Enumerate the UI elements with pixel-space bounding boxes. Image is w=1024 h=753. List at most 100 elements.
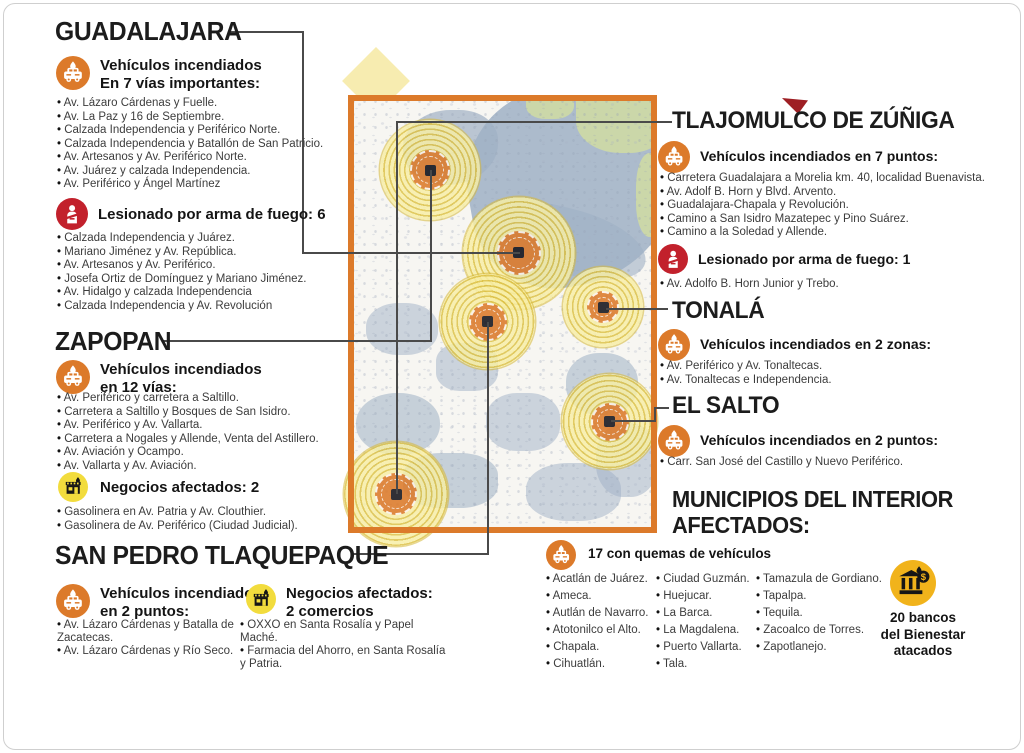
tlajomulco-shootings-list: Av. Adolfo B. Horn Junior y Trebo. bbox=[660, 278, 960, 292]
list-item: Carretera Guadalajara a Morelia km. 40, … bbox=[660, 172, 1010, 185]
list-item: Av. Lázaro Cárdenas y Batalla de Zacatec… bbox=[57, 619, 235, 645]
list-item: Calzada Independencia y Periférico Norte… bbox=[57, 124, 352, 137]
heading-line: AFECTADOS: bbox=[672, 512, 810, 538]
list-item: Gasolinera de Av. Periférico (Ciudad Jud… bbox=[57, 520, 352, 533]
caption-line: del Bienestar bbox=[880, 626, 966, 642]
heading-line: 2 comercios bbox=[286, 603, 374, 620]
list-item: Av. Lázaro Cárdenas y Río Seco. bbox=[57, 645, 235, 658]
list-item: Tequila. bbox=[756, 605, 896, 621]
list-item: Ciudad Guzmán. bbox=[656, 571, 760, 587]
car-fire-icon bbox=[546, 540, 576, 570]
list-item: Chapala. bbox=[546, 639, 658, 655]
banks-caption: 20 bancos del Bienestar atacados bbox=[853, 610, 993, 660]
leader-line-tlajomulco bbox=[397, 121, 672, 123]
guadalajara-vehicles-list: Av. Lázaro Cárdenas y Fuelle. Av. La Paz… bbox=[57, 97, 352, 192]
list-item: Zapotlanejo. bbox=[756, 639, 896, 655]
leader-line-zapopan bbox=[162, 340, 432, 342]
tlajomulco-shootings-heading: Lesionado por arma de fuego: 1 bbox=[698, 251, 911, 267]
list-item: Av. Aviación y Ocampo. bbox=[57, 446, 352, 459]
leader-line-tlajomulco bbox=[396, 121, 398, 494]
heading-line: Negocios afectados: bbox=[286, 585, 433, 602]
heading-line: Vehículos incendiados bbox=[100, 361, 262, 378]
list-item: Carretera a Saltillo y Bosques de San Is… bbox=[57, 406, 352, 419]
leader-line-tlaquepaque bbox=[352, 553, 489, 555]
leader-line-el-salto bbox=[655, 407, 669, 409]
list-item: Av. La Paz y 16 de Septiembre. bbox=[57, 111, 352, 124]
tlaquepaque-vehicles-heading: Vehículos incendiados en 2 puntos: bbox=[100, 585, 262, 621]
el-salto-vehicles-heading: Vehículos incendiados en 2 puntos: bbox=[700, 432, 939, 448]
list-item: Calzada Independencia y Juárez. bbox=[57, 232, 352, 245]
zapopan-businesses-heading: Negocios afectados: 2 bbox=[100, 479, 260, 496]
car-fire-icon bbox=[658, 141, 690, 173]
section-title-tonala: TONALÁ bbox=[672, 297, 765, 324]
list-item: Ameca. bbox=[546, 588, 658, 604]
list-item: Calzada Independencia y Av. Revolución bbox=[57, 300, 352, 313]
leader-line-el-salto bbox=[611, 420, 656, 422]
list-item: Av. Lázaro Cárdenas y Fuelle. bbox=[57, 97, 352, 110]
leader-line-el-salto bbox=[654, 407, 656, 422]
bank-fire-icon bbox=[890, 560, 936, 606]
interior-heading: 17 con quemas de vehículos bbox=[588, 546, 772, 561]
blast-core bbox=[482, 316, 493, 327]
list-item: Av. Juárez y calzada Independencia. bbox=[57, 165, 352, 178]
car-fire-icon bbox=[56, 56, 90, 90]
list-item: Calzada Independencia y Batallón de San … bbox=[57, 138, 352, 151]
guadalajara-vehicles-heading: Vehículos incendiados En 7 vías importan… bbox=[100, 57, 262, 93]
list-item: OXXO en Santa Rosalía y Papel Maché. bbox=[240, 619, 452, 645]
zapopan-vehicles-list: Av. Periférico y carretera a Saltillo. C… bbox=[57, 392, 352, 473]
blast-ring bbox=[587, 291, 619, 323]
map-green-area bbox=[576, 95, 657, 153]
map-urban-area bbox=[366, 303, 438, 355]
list-item: Cihuatlán. bbox=[546, 656, 658, 672]
card-border bbox=[3, 3, 1021, 750]
interior-col3: Tamazula de Gordiano. Tapalpa. Tequila. … bbox=[756, 571, 896, 656]
list-item: Av. Adolf B. Horn y Blvd. Arvento. bbox=[660, 186, 1010, 199]
car-fire-icon bbox=[56, 360, 90, 394]
heading-line: En 7 vías importantes: bbox=[100, 75, 261, 92]
list-item: Atotonilco el Alto. bbox=[546, 622, 658, 638]
heading-line: MUNICIPIOS DEL INTERIOR bbox=[672, 486, 954, 512]
tlajomulco-vehicles-list: Carretera Guadalajara a Morelia km. 40, … bbox=[660, 172, 1010, 240]
list-item: Av. Periférico y Av. Tonaltecas. bbox=[660, 360, 960, 373]
car-fire-icon bbox=[658, 329, 690, 361]
heading-line: Vehículos incendiados bbox=[100, 57, 262, 74]
tonala-vehicles-heading: Vehículos incendiados en 2 zonas: bbox=[700, 336, 932, 352]
list-item: Josefa Ortiz de Domínguez y Mariano Jimé… bbox=[57, 273, 352, 286]
list-item: La Magdalena. bbox=[656, 622, 760, 638]
caption-line: 20 bancos bbox=[889, 610, 957, 625]
list-item: Acatlán de Juárez. bbox=[546, 571, 658, 587]
map-marker-tlaquepaque bbox=[440, 274, 535, 369]
list-item: Av. Hidalgo y calzada Independencia bbox=[57, 286, 352, 299]
list-item: Mariano Jiménez y Av. República. bbox=[57, 246, 352, 259]
section-title-tlajomulco: TLAJOMULCO DE ZÚÑIGA bbox=[672, 107, 955, 134]
caption-line: atacados bbox=[893, 643, 953, 658]
map-marker-tonala bbox=[563, 267, 643, 347]
gunshot-icon bbox=[56, 198, 88, 230]
guadalajara-shootings-list: Calzada Independencia y Juárez. Mariano … bbox=[57, 232, 352, 313]
section-title-guadalajara: GUADALAJARA bbox=[55, 16, 242, 46]
store-fire-icon bbox=[246, 584, 276, 614]
tonala-vehicles-list: Av. Periférico y Av. Tonaltecas. Av. Ton… bbox=[660, 360, 960, 387]
list-item: Zacoalco de Torres. bbox=[756, 622, 896, 638]
leader-line-tonala bbox=[606, 308, 668, 310]
list-item: Autlán de Navarro. bbox=[546, 605, 658, 621]
leader-line-tlaquepaque bbox=[487, 322, 489, 555]
tlaquepaque-vehicles-list: Av. Lázaro Cárdenas y Batalla de Zacatec… bbox=[57, 619, 235, 659]
leader-line-guadalajara bbox=[302, 252, 520, 254]
el-salto-vehicles-list: Carr. San José del Castillo y Nuevo Peri… bbox=[660, 456, 980, 470]
tlajomulco-vehicles-heading: Vehículos incendiados en 7 puntos: bbox=[700, 148, 939, 164]
interior-col1: Acatlán de Juárez. Ameca. Autlán de Nava… bbox=[546, 571, 658, 673]
heading-line: en 2 puntos: bbox=[100, 603, 190, 620]
list-item: Av. Adolfo B. Horn Junior y Trebo. bbox=[660, 278, 960, 291]
section-title-interior: MUNICIPIOS DEL INTERIOR AFECTADOS: bbox=[672, 486, 976, 538]
guadalajara-shootings-heading: Lesionado por arma de fuego: 6 bbox=[98, 206, 326, 223]
list-item: Camino a la Soledad y Allende. bbox=[660, 226, 1010, 239]
list-item: Tapalpa. bbox=[756, 588, 896, 604]
blast-core bbox=[390, 488, 402, 500]
list-item: Carr. San José del Castillo y Nuevo Peri… bbox=[660, 456, 980, 469]
blast-core bbox=[597, 301, 609, 313]
list-item: Av. Periférico y Av. Vallarta. bbox=[57, 419, 352, 432]
section-title-zapopan: ZAPOPAN bbox=[55, 326, 172, 356]
list-item: Av. Artesanos y Av. Periférico Norte. bbox=[57, 151, 352, 164]
